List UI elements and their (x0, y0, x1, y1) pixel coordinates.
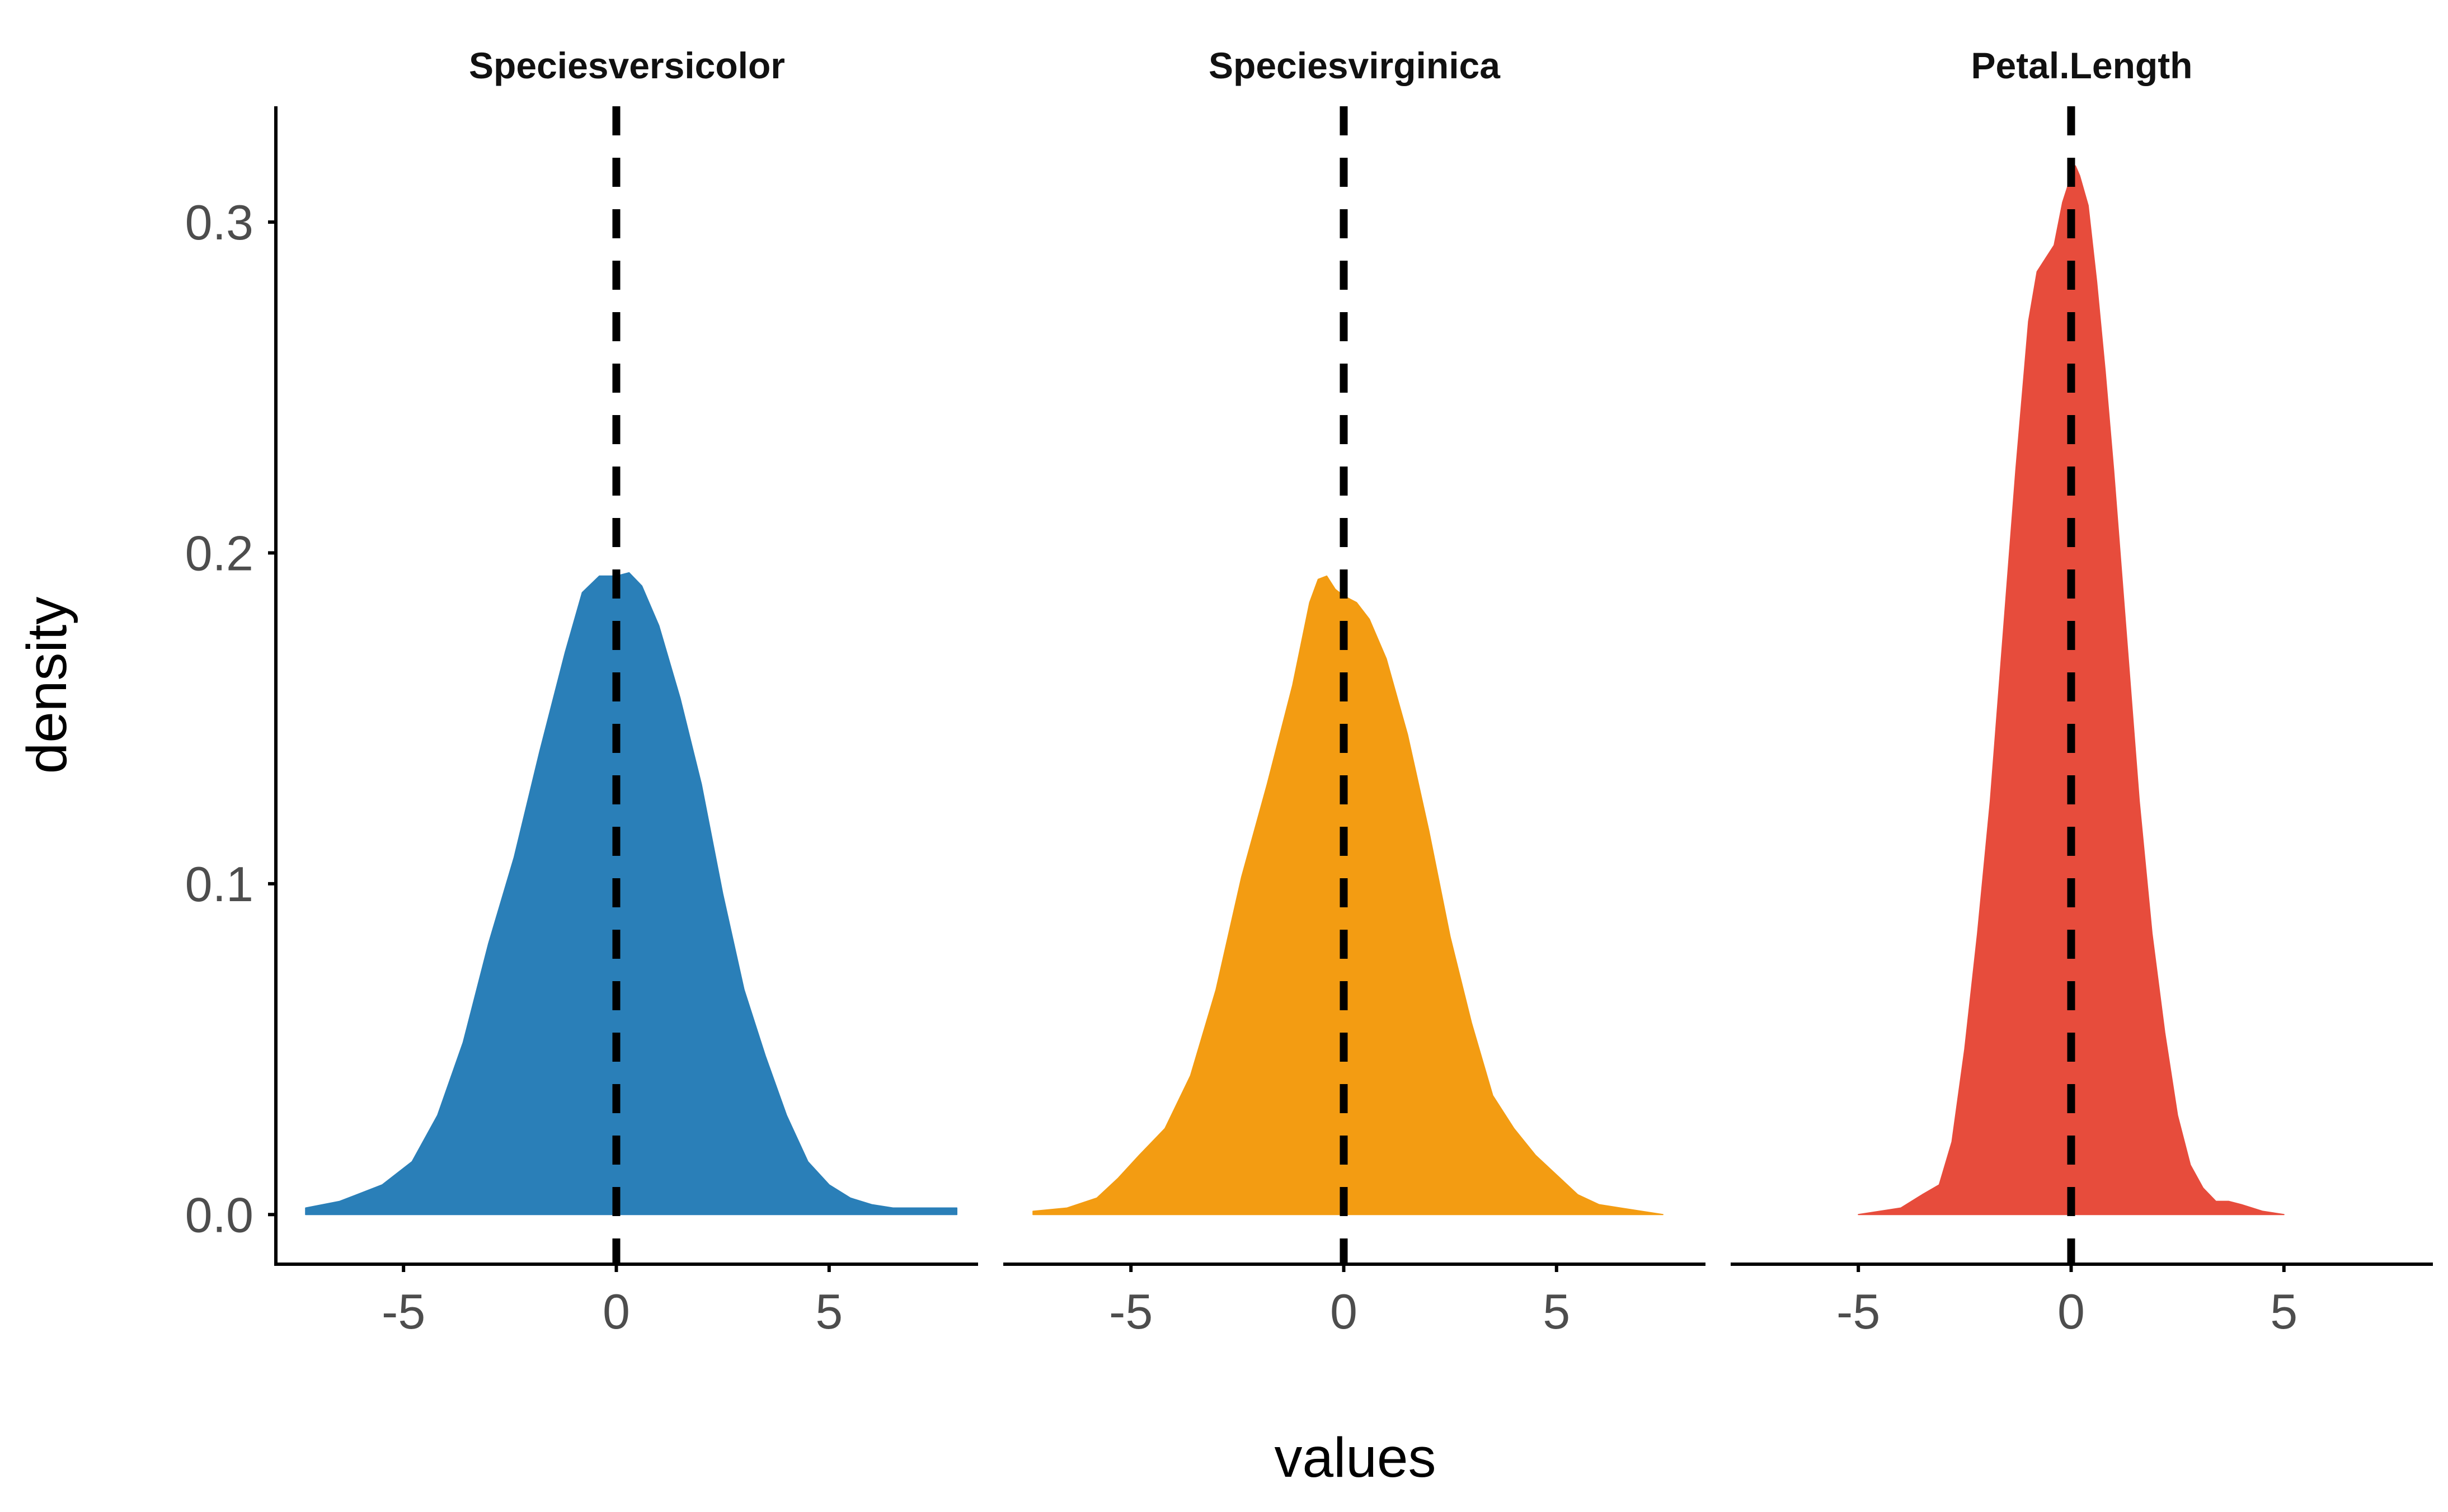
facet-title: Speciesvirginica (1209, 45, 1501, 86)
x-tick-label: 0 (603, 1284, 630, 1339)
density-area (1032, 575, 1664, 1216)
x-tick-label: 5 (2270, 1284, 2297, 1339)
x-tick-label: 0 (2057, 1284, 2085, 1339)
y-tick-label: 0.3 (185, 195, 253, 250)
facet-panel: Petal.Length -5 0 5 (1731, 45, 2433, 1339)
facet-title: Petal.Length (1971, 45, 2192, 86)
y-axis-title: density (16, 597, 78, 774)
y-tick-label: 0.0 (185, 1187, 253, 1242)
x-tick-label: -5 (1836, 1284, 1880, 1339)
facet-panel: Speciesversicolor -5 0 5 (276, 45, 978, 1339)
x-tick-label: -5 (1109, 1284, 1153, 1339)
y-tick-label: 0.1 (185, 856, 253, 912)
facet-panel: Speciesvirginica -5 0 5 (1003, 45, 1705, 1339)
facet-title: Speciesversicolor (469, 45, 785, 86)
density-area (305, 572, 957, 1216)
x-tick-label: 5 (1543, 1284, 1570, 1339)
x-axis-title: values (1274, 1426, 1436, 1489)
panels-layer: Speciesversicolor -5 0 5 Speciesvirginica -5 0… (276, 45, 2433, 1339)
x-tick-label: 0 (1330, 1284, 1357, 1339)
x-tick-label: 5 (815, 1284, 843, 1339)
y-tick-label: 0.2 (185, 525, 253, 581)
y-axis: 0.0 0.1 0.2 0.3 (185, 106, 278, 1266)
x-tick-label: -5 (382, 1284, 425, 1339)
